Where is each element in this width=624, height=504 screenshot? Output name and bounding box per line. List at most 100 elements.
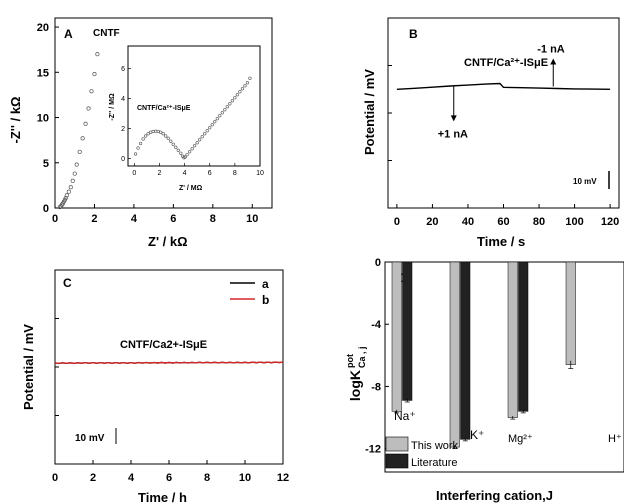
inset-point [213,120,217,124]
panel-a-point [68,185,73,190]
inset-point [205,129,209,133]
panel-a-point [89,89,94,94]
panel-b-scale-bar-label: 10 mV [573,177,597,186]
inset-point [169,139,173,143]
panel-d-ytick-label: -4 [371,319,382,331]
panel-a-ylabel: -Z'' / kΩ [8,97,23,144]
panel-a-ytick-label: 20 [37,22,49,34]
panel-c-xtick-label: 6 [166,472,172,484]
inset-point [161,132,165,136]
inset-xtick-label: 2 [157,170,161,177]
panel-d-ylabel: logK pot Ca , j [345,346,367,401]
inset-point [223,108,227,112]
panel-b-xtick-label: 60 [497,216,509,228]
panel-c-xtick-label: 10 [239,472,251,484]
panel-c-xtick-label: 12 [277,472,289,484]
inset-point [233,96,237,100]
panel-a-point [77,149,82,154]
inset-point [208,126,212,130]
inset-point [203,132,207,136]
panel-c-label: C [63,276,72,290]
panel-a-points [57,52,100,210]
panel-d-bar [391,261,402,412]
inset-annotation: CNTF/Ca²⁺-ISμE [137,105,191,112]
inset-point [228,102,232,106]
panel-b-potential-line [396,82,611,90]
panel-a-point [72,171,77,176]
panel-b-xtick-label: 100 [565,216,583,228]
inset-point [193,144,197,148]
panel-a-xtick-label: 8 [210,213,216,225]
panel-a-xlabel: Z' / kΩ [148,234,188,249]
panel-a-annotation: CNTF [93,28,120,39]
inset-point [200,135,204,139]
inset-xtick-label: 6 [208,170,212,177]
inset-point [146,132,150,136]
panel-b-xtick-label: 120 [601,216,619,228]
inset-point [179,151,183,155]
panel-d-category-label: H⁺ [608,433,622,445]
panel-d-ylabel-main: logK [347,370,363,401]
inset-xtick-label: 0 [132,170,136,177]
inset-point [138,141,143,146]
panel-a-xtick-label: 4 [131,213,138,225]
inset-point [195,141,199,145]
panel-b-ticks: 0 20 40 60 80 100 120 [388,65,619,228]
inset-point [188,150,192,154]
inset-ytick-label: 6 [121,66,125,73]
panel-d-bar [518,261,529,412]
panel-c-scale-bar-label: 10 mV [75,433,105,444]
panel-c-xtick-label: 2 [90,472,96,484]
panel-d-ytick-label: 0 [375,257,381,269]
panel-b-xtick-label: 20 [426,216,438,228]
inset-point [164,134,168,138]
inset-ticks: 0 2 4 6 8 10 0 2 4 6 [121,66,264,177]
inset-point [171,142,175,146]
panel-a-xtick-label: 6 [170,213,176,225]
panel-d-bar [460,261,471,440]
panel-a-point [92,72,97,77]
panel-b-annotation: CNTF/Ca²⁺-ISμE [464,57,548,69]
inset-xtick-label: 8 [233,170,237,177]
inset-point [190,147,194,151]
panel-c-xtick-label: 0 [52,472,58,484]
inset-xtick-label: 10 [256,170,264,177]
panel-c-ylabel: Potential / mV [21,324,36,410]
panel-b-ylabel: Potential / mV [362,69,377,155]
panel-d-bars [391,261,576,450]
panel-a-label: A [64,27,73,41]
legend-this-work-label: This work [411,440,459,452]
panel-c: C CNTF/Ca2+-ISμE 0 2 4 6 8 10 12 a b 10 mV Tim… [21,269,289,504]
inset-ytick-label: 2 [121,126,125,133]
panel-d-ytick-label: -8 [371,381,381,393]
panel-d-bar [449,261,460,448]
panel-d-category-label: K⁺ [470,428,484,442]
panel-d-bar [402,261,413,401]
panel-c-xtick-label: 4 [128,472,135,484]
inset-point [144,134,148,138]
inset-point [136,146,140,150]
inset-point [159,130,163,134]
panel-d-ylabel-sup: pot [345,354,355,368]
panel-b-xlabel: Time / s [477,234,525,249]
inset-point [166,136,170,140]
inset-point [133,152,138,156]
inset-point [235,93,239,97]
panel-a-point [74,162,79,167]
inset-points [133,76,252,160]
panel-a-point [83,121,88,126]
panel-d: D 0-4-8-12 Na⁺K⁺Mg²⁺H⁺ This work Literat… [345,257,624,503]
inset-point [183,155,187,159]
panel-d-category-label: Na⁺ [394,409,416,423]
inset-ylabel: -Z'' / MΩ [109,93,116,121]
panel-b-label: B [409,27,418,41]
inset-point [210,123,214,127]
panel-b-current-annotations: +1 nA -1 nA [438,43,565,140]
inset-point [218,114,222,118]
inset-point [220,111,224,115]
panel-d-ytick-label: -12 [365,444,381,456]
inset-point [240,87,244,91]
panel-b-xtick-label: 80 [533,216,545,228]
